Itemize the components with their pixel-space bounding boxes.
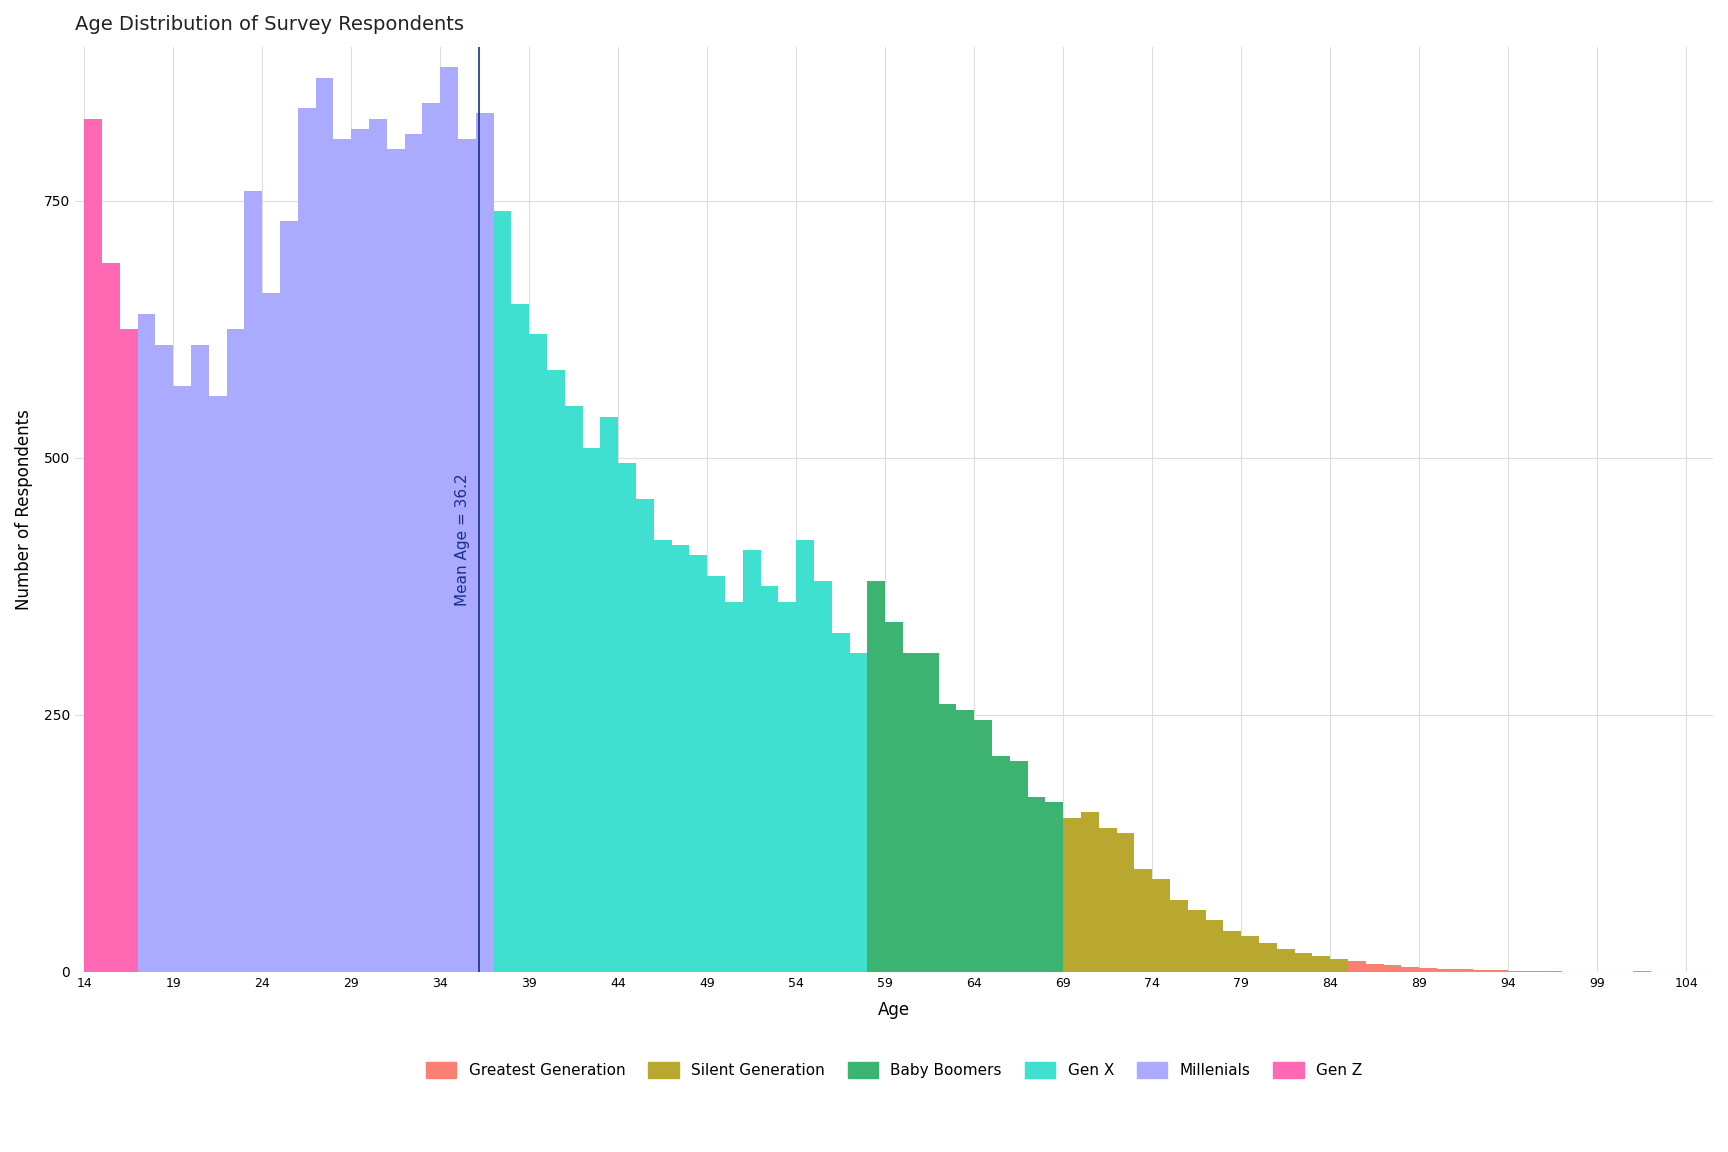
Bar: [760, 586, 778, 972]
Text: Mean Age = 36.2: Mean Age = 36.2: [456, 473, 470, 606]
Bar: [422, 104, 441, 972]
Bar: [867, 581, 885, 972]
Bar: [1187, 910, 1206, 972]
Y-axis label: Number of Respondents: Number of Respondents: [16, 409, 33, 609]
Bar: [244, 190, 263, 972]
Bar: [173, 386, 190, 972]
Bar: [689, 555, 707, 972]
Bar: [904, 653, 921, 972]
Bar: [316, 77, 334, 972]
Bar: [778, 601, 797, 972]
Bar: [102, 263, 119, 972]
Bar: [190, 344, 209, 972]
Bar: [85, 119, 102, 972]
Bar: [743, 551, 760, 972]
Bar: [263, 294, 280, 972]
X-axis label: Age: Age: [878, 1001, 911, 1018]
Bar: [297, 108, 316, 972]
Bar: [1009, 761, 1028, 972]
Bar: [1116, 833, 1135, 972]
Bar: [1472, 970, 1491, 972]
Bar: [653, 540, 672, 972]
Bar: [885, 622, 904, 972]
Bar: [636, 499, 653, 972]
Bar: [1348, 962, 1365, 972]
Bar: [1241, 935, 1260, 972]
Bar: [938, 705, 956, 972]
Bar: [1365, 963, 1384, 972]
Bar: [1223, 931, 1241, 972]
Bar: [511, 304, 529, 972]
Bar: [1260, 943, 1277, 972]
Bar: [1313, 956, 1331, 972]
Bar: [1401, 967, 1419, 972]
Bar: [1063, 818, 1082, 972]
Bar: [387, 150, 404, 972]
Bar: [1206, 920, 1223, 972]
Bar: [600, 417, 619, 972]
Bar: [156, 344, 173, 972]
Bar: [726, 601, 743, 972]
Bar: [1384, 964, 1401, 972]
Bar: [138, 313, 156, 972]
Bar: [458, 139, 475, 972]
Bar: [672, 545, 689, 972]
Bar: [975, 720, 992, 972]
Bar: [1331, 960, 1348, 972]
Bar: [1099, 828, 1116, 972]
Bar: [119, 329, 138, 972]
Bar: [209, 396, 226, 972]
Bar: [850, 653, 867, 972]
Bar: [992, 756, 1009, 972]
Bar: [351, 129, 370, 972]
Bar: [707, 576, 726, 972]
Text: Age Distribution of Survey Respondents: Age Distribution of Survey Respondents: [76, 15, 465, 35]
Bar: [956, 710, 975, 972]
Bar: [370, 119, 387, 972]
Bar: [1419, 968, 1438, 972]
Bar: [619, 463, 636, 972]
Legend: Greatest Generation, Silent Generation, Baby Boomers, Gen X, Millenials, Gen Z: Greatest Generation, Silent Generation, …: [420, 1056, 1369, 1084]
Bar: [404, 134, 422, 972]
Bar: [529, 334, 548, 972]
Bar: [565, 407, 582, 972]
Bar: [494, 211, 511, 972]
Bar: [814, 581, 831, 972]
Bar: [334, 139, 351, 972]
Bar: [226, 329, 244, 972]
Bar: [1277, 949, 1294, 972]
Bar: [441, 67, 458, 972]
Bar: [1028, 797, 1045, 972]
Bar: [280, 221, 297, 972]
Bar: [797, 540, 814, 972]
Bar: [1153, 879, 1170, 972]
Bar: [1491, 970, 1509, 972]
Bar: [475, 114, 494, 972]
Bar: [1045, 802, 1063, 972]
Bar: [831, 632, 850, 972]
Bar: [1135, 869, 1153, 972]
Bar: [1170, 900, 1187, 972]
Bar: [1082, 812, 1099, 972]
Bar: [1294, 953, 1313, 972]
Bar: [548, 371, 565, 972]
Bar: [1455, 969, 1472, 972]
Bar: [582, 447, 600, 972]
Bar: [921, 653, 938, 972]
Bar: [1438, 969, 1455, 972]
